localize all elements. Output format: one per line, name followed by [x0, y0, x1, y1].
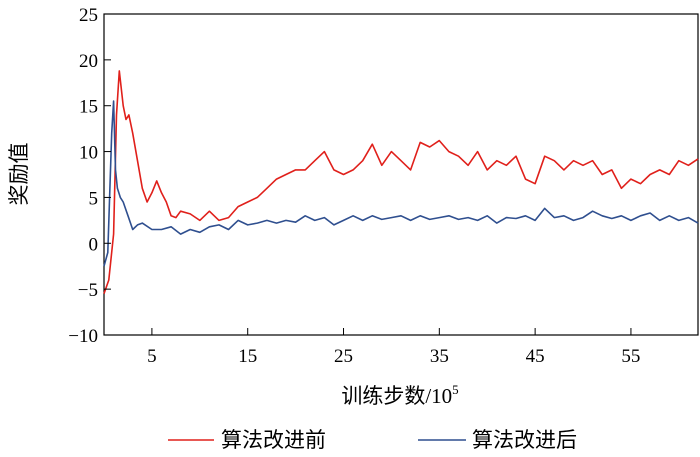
legend: 算法改进前 算法改进后 — [168, 428, 577, 452]
x-tick-label: 25 — [334, 346, 353, 367]
y-axis-label: 奖励值 — [7, 143, 31, 206]
y-tick-label: 0 — [89, 234, 99, 255]
series-line-before — [103, 70, 699, 294]
x-tick-label: 45 — [526, 346, 545, 367]
x-tick-label: 5 — [147, 346, 157, 367]
y-tick-label: 15 — [79, 97, 98, 118]
y-axis: −10 −5 0 5 10 15 20 25 — [68, 5, 111, 347]
x-tick-label: 15 — [238, 346, 257, 367]
legend-label-before: 算法改进前 — [221, 428, 326, 452]
y-tick-label: 25 — [79, 5, 98, 26]
y-tick-label: 5 — [89, 188, 99, 209]
x-tick-label: 35 — [430, 346, 449, 367]
x-axis: 5 15 25 35 45 55 — [147, 328, 640, 367]
x-tick-label: 55 — [621, 346, 640, 367]
y-tick-label: −5 — [78, 280, 98, 301]
x-axis-label: 训练步数/105 — [341, 382, 458, 408]
y-tick-label: 10 — [79, 143, 98, 164]
x-axis-label-exponent: 5 — [452, 382, 459, 397]
series-line-after — [103, 100, 699, 267]
plot-frame — [103, 13, 699, 336]
legend-label-after: 算法改进后 — [472, 428, 577, 452]
series-layer — [103, 70, 699, 294]
x-axis-label-main: 训练步数/10 — [341, 384, 452, 408]
y-tick-label: −10 — [68, 326, 98, 347]
y-tick-label: 20 — [79, 51, 98, 72]
